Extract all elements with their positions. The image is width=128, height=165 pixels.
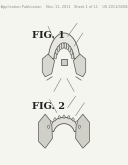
Polygon shape [76,114,89,148]
Ellipse shape [54,118,56,121]
Circle shape [70,49,73,55]
Circle shape [64,43,67,49]
Polygon shape [39,114,52,148]
Ellipse shape [47,125,50,128]
Ellipse shape [78,125,81,128]
Circle shape [66,44,69,50]
Ellipse shape [63,115,65,118]
FancyArrowPatch shape [76,77,81,80]
Text: Patent Application Publication    Nov. 11, 2011   Sheet 1 of 11    US 2011/02688: Patent Application Publication Nov. 11, … [0,5,128,9]
Circle shape [54,53,57,59]
Ellipse shape [68,116,70,119]
Ellipse shape [50,121,52,124]
Polygon shape [73,54,86,77]
Circle shape [55,49,58,55]
Polygon shape [48,117,80,132]
Circle shape [68,46,71,52]
Text: FIG. 1: FIG. 1 [32,31,65,40]
Circle shape [61,43,64,49]
Polygon shape [42,54,55,77]
FancyArrowPatch shape [47,77,52,80]
Text: FIG. 2: FIG. 2 [32,102,65,111]
Circle shape [57,46,60,52]
Circle shape [59,44,62,50]
Ellipse shape [72,118,74,121]
Polygon shape [48,33,80,59]
Bar [61,59,67,66]
Ellipse shape [76,121,78,124]
Ellipse shape [58,116,60,119]
Circle shape [71,53,74,59]
